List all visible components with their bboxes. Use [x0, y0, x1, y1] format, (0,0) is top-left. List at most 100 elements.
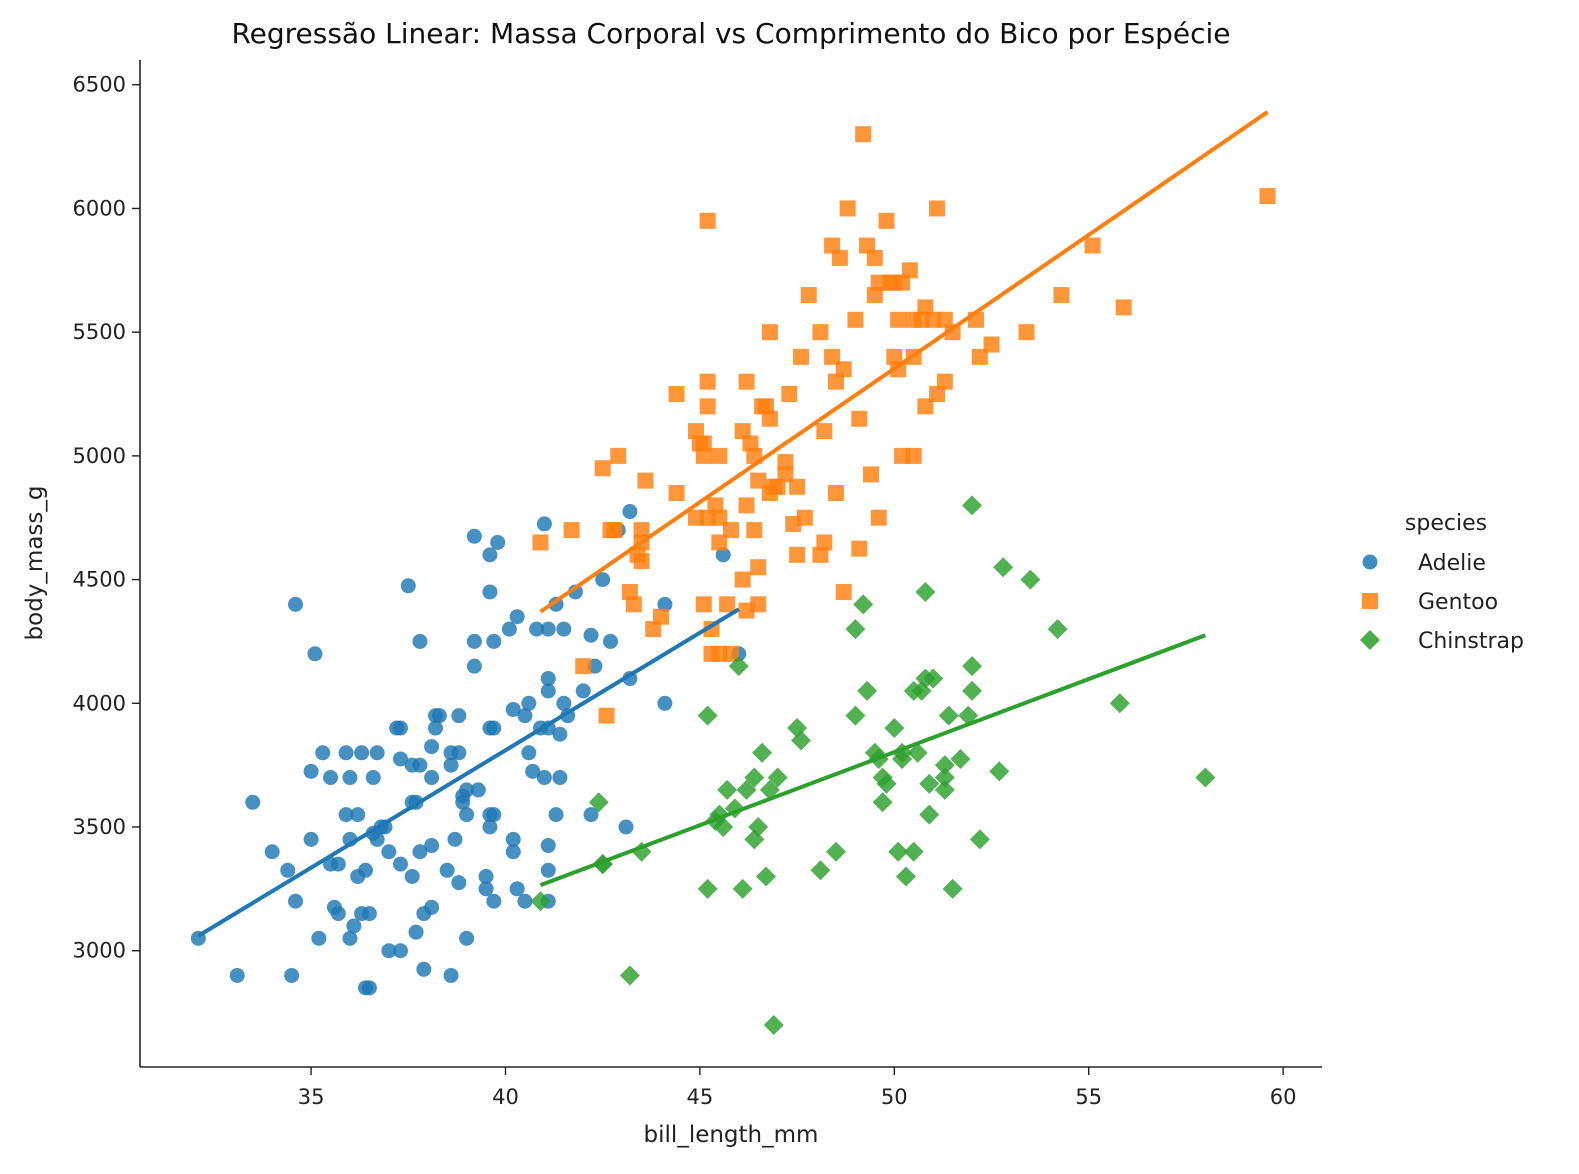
adelie-point	[478, 881, 494, 897]
adelie-point	[505, 844, 521, 860]
adelie-point	[412, 633, 428, 649]
adelie-point	[350, 807, 366, 823]
adelie-point	[229, 967, 245, 983]
gentoo-point	[1018, 324, 1035, 341]
adelie-point	[428, 720, 443, 736]
y-ticks: 3000 3500 4000 4500 5000 5500 6000 6500	[73, 73, 140, 963]
gentoo-point	[824, 348, 841, 365]
legend-item-adelie: Adelie	[1362, 551, 1486, 576]
adelie-point	[715, 547, 731, 563]
gentoo-point	[738, 373, 755, 390]
y-tick-label: 3500	[73, 815, 126, 839]
chinstrap-point	[934, 767, 955, 788]
gentoo-point	[796, 509, 813, 526]
gentoo-point	[886, 348, 903, 365]
adelie-point	[315, 745, 331, 761]
adelie-point	[466, 633, 482, 649]
adelie-point	[393, 943, 409, 959]
gentoo-point	[625, 596, 642, 613]
x-tick-label: 40	[492, 1085, 519, 1109]
axes: 35 40 45 50 55 60 3000 3500 4000 4500 5000 5500 600…	[73, 60, 1322, 1109]
adelie-point	[342, 930, 358, 946]
gentoo-point	[789, 546, 806, 563]
gentoo-point	[831, 249, 848, 266]
x-tick-label: 45	[687, 1085, 714, 1109]
gentoo-point	[621, 583, 638, 600]
adelie-series	[190, 504, 747, 996]
adelie-point	[451, 875, 467, 891]
adelie-point	[575, 683, 591, 699]
adelie-point	[439, 862, 455, 878]
gentoo-point	[894, 274, 911, 291]
adelie-point	[416, 961, 432, 977]
chinstrap-point	[915, 581, 936, 602]
chinstrap-point	[962, 680, 983, 701]
adelie-point	[556, 621, 572, 637]
chinstrap-point	[736, 779, 757, 800]
chinstrap-point	[728, 656, 749, 677]
x-axis-label: bill_length_mm	[644, 1122, 819, 1148]
adelie-point	[361, 906, 377, 922]
x-tick-label: 35	[298, 1085, 325, 1109]
gentoo-point	[866, 249, 883, 266]
gentoo-point	[929, 200, 946, 217]
gentoo-point	[645, 621, 662, 638]
chinstrap-point	[872, 792, 893, 813]
gentoo-point	[862, 466, 879, 483]
chinstrap-point	[853, 594, 874, 615]
chinstrap-point	[530, 891, 551, 912]
adelie-point	[245, 794, 261, 810]
adelie-point	[338, 807, 354, 823]
adelie-point	[540, 621, 556, 637]
gentoo-point	[789, 478, 806, 495]
adelie-point	[393, 751, 409, 767]
gentoo-point	[594, 460, 611, 477]
gentoo-point	[637, 472, 654, 489]
adelie-point	[451, 708, 467, 724]
chinstrap-point	[962, 656, 983, 677]
adelie-point	[529, 621, 545, 637]
y-tick-label: 5500	[73, 320, 126, 344]
adelie-point	[482, 584, 498, 600]
adelie-point	[525, 763, 541, 779]
gentoo-point	[723, 522, 739, 539]
adelie-point	[354, 745, 370, 761]
gentoo-point	[688, 423, 705, 440]
chinstrap-point	[895, 866, 916, 887]
gentoo-point	[1084, 237, 1101, 254]
gentoo-point	[695, 596, 712, 613]
gentoo-point	[1053, 287, 1070, 304]
gentoo-point	[777, 454, 794, 471]
gentoo-point	[1259, 188, 1276, 205]
adelie-point	[540, 862, 556, 878]
adelie-point	[509, 881, 525, 897]
adelie-point	[509, 609, 525, 625]
chinstrap-point	[872, 767, 893, 788]
legend-marker-chinstrap	[1360, 630, 1380, 650]
adelie-point	[404, 868, 420, 884]
gentoo-point	[1115, 299, 1132, 316]
chinstrap-point	[993, 557, 1014, 578]
y-tick-label: 4000	[73, 691, 126, 715]
gentoo-point	[827, 373, 844, 390]
chinstrap-point	[923, 668, 944, 689]
gentoo-point	[699, 212, 716, 229]
gentoo-point	[971, 348, 988, 365]
y-tick-label: 3000	[73, 939, 126, 963]
legend-marker-adelie	[1362, 554, 1378, 570]
gentoo-point	[859, 237, 876, 254]
adelie-point	[381, 943, 397, 959]
gentoo-point	[750, 472, 767, 489]
chinstrap-point	[748, 817, 769, 838]
gentoo-point	[792, 348, 809, 365]
y-tick-label: 6500	[73, 73, 126, 97]
gentoo-regression-line	[539, 110, 1269, 614]
adelie-point	[583, 807, 599, 823]
gentoo-point	[816, 423, 833, 440]
gentoo-point	[851, 540, 868, 557]
adelie-point	[540, 671, 556, 687]
chinstrap-point	[763, 1014, 784, 1035]
chinstrap-point	[892, 748, 913, 769]
y-tick-label: 6000	[73, 196, 126, 220]
gentoo-point	[901, 262, 918, 279]
